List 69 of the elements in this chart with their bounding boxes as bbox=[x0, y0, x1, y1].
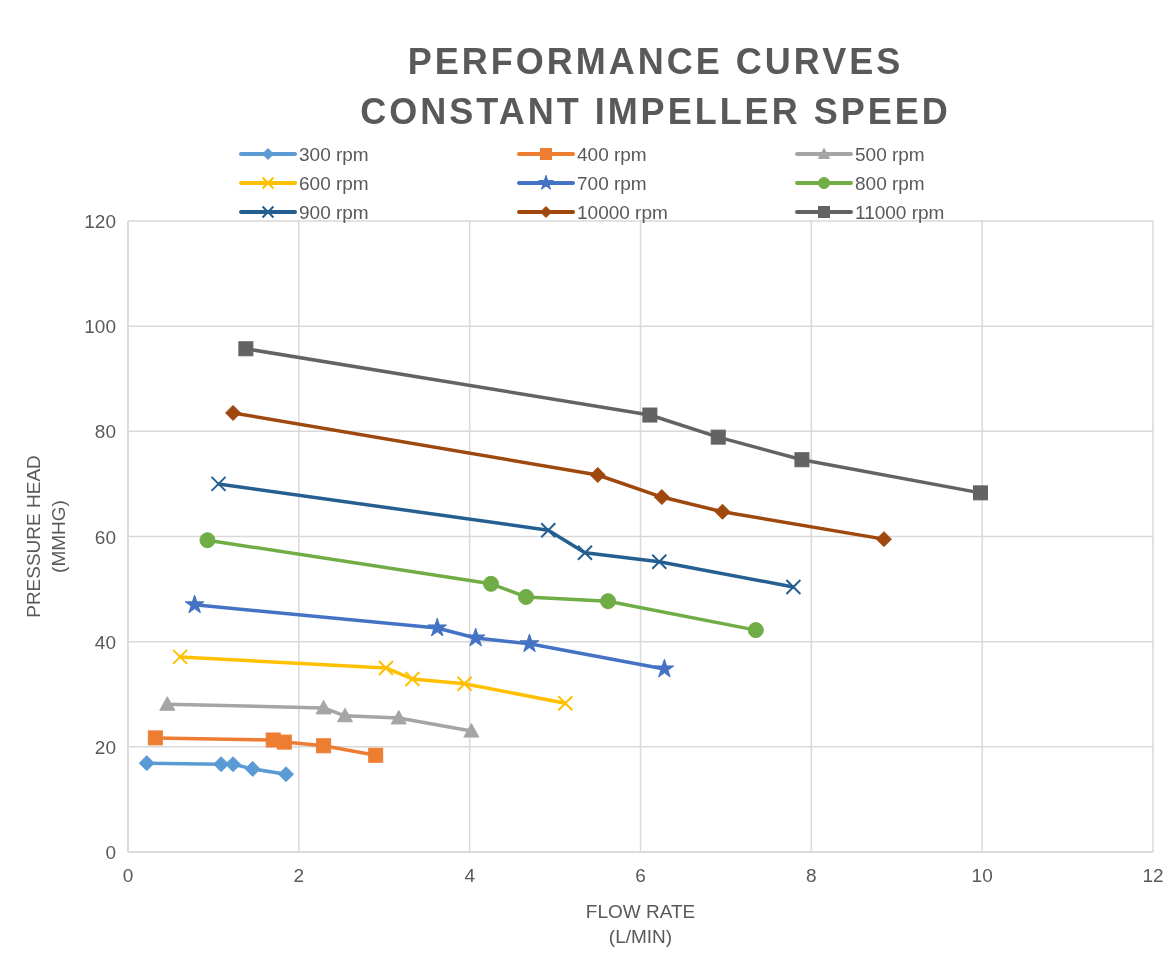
point bbox=[276, 734, 292, 750]
point bbox=[483, 575, 500, 592]
point bbox=[642, 407, 658, 423]
point bbox=[184, 594, 205, 614]
legend-label: 10000 rpm bbox=[577, 202, 668, 223]
y-tick-label: 120 bbox=[84, 211, 116, 232]
point bbox=[557, 695, 574, 712]
y-tick-label: 100 bbox=[84, 316, 116, 338]
point bbox=[651, 553, 668, 570]
point bbox=[794, 452, 810, 468]
y-tick-label: 20 bbox=[94, 736, 116, 758]
point bbox=[278, 766, 295, 783]
point bbox=[710, 429, 726, 445]
point bbox=[600, 593, 617, 610]
x-tick-label: 8 bbox=[806, 865, 817, 886]
point bbox=[368, 747, 384, 763]
y-axis-title: PRESSURE HEAD (MMHG) bbox=[23, 455, 69, 618]
point bbox=[540, 522, 557, 539]
legend-label: 400 rpm bbox=[577, 144, 647, 165]
point bbox=[518, 588, 535, 605]
y-tick-label: 0 bbox=[105, 842, 116, 863]
point bbox=[972, 485, 988, 501]
point bbox=[390, 709, 407, 725]
point bbox=[747, 622, 764, 639]
legend-label: 900 rpm bbox=[299, 202, 369, 223]
y-tick-label: 60 bbox=[94, 526, 116, 548]
point bbox=[172, 648, 189, 665]
point bbox=[244, 760, 261, 777]
point bbox=[225, 404, 242, 421]
legend-label: 600 rpm bbox=[299, 173, 369, 194]
point bbox=[465, 627, 486, 647]
point bbox=[463, 723, 480, 738]
point bbox=[316, 738, 332, 754]
point bbox=[589, 466, 606, 483]
chart-title: PERFORMANCE CURVES CONSTANT IMPELLER SPEED bbox=[360, 41, 951, 132]
point bbox=[225, 756, 242, 773]
x-tick-label: 0 bbox=[122, 865, 134, 886]
point bbox=[714, 503, 731, 520]
point bbox=[427, 617, 448, 637]
point bbox=[785, 578, 802, 595]
point bbox=[653, 489, 670, 506]
x-tick-label: 6 bbox=[635, 865, 646, 886]
point bbox=[210, 475, 227, 492]
x-axis-title: FLOW RATE (L/MIN) bbox=[585, 901, 696, 947]
point bbox=[875, 531, 892, 548]
point bbox=[315, 699, 332, 715]
point bbox=[654, 658, 675, 678]
y-tick-label: 80 bbox=[94, 421, 116, 443]
point bbox=[404, 671, 421, 687]
point bbox=[456, 675, 473, 692]
legend-label: 11000 rpm bbox=[855, 202, 945, 223]
x-tick-label: 12 bbox=[1142, 865, 1164, 886]
legend-label: 500 rpm bbox=[855, 144, 925, 165]
point bbox=[138, 755, 155, 772]
point bbox=[147, 730, 163, 746]
point bbox=[336, 707, 353, 723]
point bbox=[377, 659, 394, 676]
y-tick-label: 40 bbox=[94, 631, 116, 653]
x-tick-label: 4 bbox=[464, 865, 476, 886]
legend-label: 700 rpm bbox=[577, 173, 647, 194]
point bbox=[519, 633, 540, 653]
x-tick-label: 10 bbox=[971, 865, 993, 886]
point bbox=[238, 341, 254, 357]
point bbox=[576, 544, 593, 561]
legend-label: 300 rpm bbox=[299, 144, 369, 165]
legend-label: 800 rpm bbox=[855, 173, 925, 194]
x-tick-label: 2 bbox=[293, 865, 305, 886]
point bbox=[159, 696, 176, 711]
point bbox=[199, 532, 216, 549]
